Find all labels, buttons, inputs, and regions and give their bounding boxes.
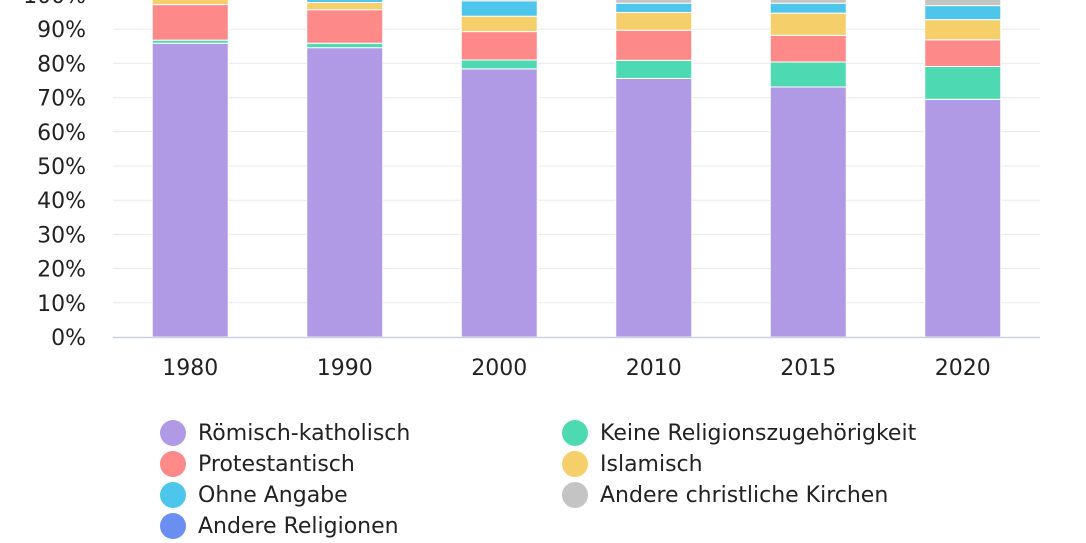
bar-segment <box>924 0 1002 7</box>
bar-segment <box>769 61 847 88</box>
bar-segment <box>460 0 538 17</box>
bar-segment <box>306 42 384 49</box>
bar-segment <box>306 9 384 44</box>
bar-segment <box>769 0 847 4</box>
bar-segment <box>615 2 693 13</box>
bar-segment <box>615 11 693 31</box>
bar-segment <box>924 5 1002 21</box>
y-tick-label: 80% <box>37 52 86 77</box>
x-tick-label: 2020 <box>935 356 991 381</box>
bar-segment <box>306 2 384 11</box>
bar-segment <box>615 0 693 4</box>
legend-item-islamisch: Islamisch <box>562 449 703 479</box>
bar-segment <box>924 65 1002 100</box>
bar-stack-2010 <box>615 0 693 338</box>
x-axis-tick-labels: 1980 1990 2000 2010 2015 2020 <box>162 356 991 381</box>
bar-segment <box>924 39 1002 67</box>
y-tick-label: 90% <box>37 18 86 43</box>
bar-segment <box>615 29 693 61</box>
bar-segment <box>615 59 693 79</box>
legend-item-protestantisch: Protestantisch <box>160 449 355 479</box>
legend-item-andere-christliche-kirchen: Andere christliche Kirchen <box>562 480 888 510</box>
bar-segment <box>151 0 229 6</box>
legend-label: Andere christliche Kirchen <box>600 482 889 508</box>
legend-label: Ohne Angabe <box>198 482 348 508</box>
legend-label: Islamisch <box>600 451 703 477</box>
y-tick-label: 100% <box>23 0 86 9</box>
legend-item-andere-religionen: Andere Religionen <box>160 511 399 541</box>
legend-swatch <box>160 451 186 477</box>
bar-segment <box>769 2 847 14</box>
stacked-bar-chart: 0%10%20%30%40%50%60%70%80%90%100% 198019… <box>23 0 1040 381</box>
grid-lines <box>113 28 1040 304</box>
bar-segment <box>924 19 1002 41</box>
x-tick-label: 2000 <box>471 356 527 381</box>
x-tick-label: 2010 <box>626 356 682 381</box>
y-tick-label: 40% <box>37 189 86 214</box>
bar-stacks <box>151 0 1002 338</box>
bar-stack-1980 <box>151 0 229 338</box>
bar-segment <box>306 0 384 4</box>
y-tick-label: 60% <box>37 121 86 146</box>
bar-segment <box>769 86 847 338</box>
bar-stack-2000 <box>460 0 538 338</box>
bar-stack-2015 <box>769 0 847 338</box>
legend-item-roemisch-katholisch: Römisch-katholisch <box>160 418 410 448</box>
y-tick-label: 50% <box>37 155 86 180</box>
legend-label: Andere Religionen <box>198 513 399 539</box>
bar-stack-1990 <box>306 0 384 338</box>
bar-segment <box>151 42 229 338</box>
legend-item-ohne-angabe: Ohne Angabe <box>160 480 348 510</box>
bar-segment <box>151 4 229 41</box>
bar-segment <box>306 47 384 338</box>
legend-swatch <box>562 420 588 446</box>
bar-segment <box>460 68 538 338</box>
legend-swatch <box>562 482 588 508</box>
bar-segment <box>615 77 693 338</box>
legend-swatch <box>160 482 186 508</box>
bar-segment <box>924 98 1002 338</box>
bar-stack-2020 <box>924 0 1002 338</box>
x-tick-label: 1980 <box>162 356 218 381</box>
bar-segment <box>769 34 847 63</box>
y-tick-label: 20% <box>37 258 86 283</box>
bar-segment <box>460 31 538 61</box>
y-tick-label: 0% <box>51 326 86 351</box>
y-tick-label: 30% <box>37 223 86 248</box>
legend-label: Keine Religionszugehörigkeit <box>600 420 917 446</box>
y-tick-label: 70% <box>37 87 86 112</box>
legend-label: Römisch-katholisch <box>198 420 411 446</box>
bar-segment <box>460 0 538 2</box>
legend-label: Protestantisch <box>198 451 355 477</box>
legend-swatch <box>160 420 186 446</box>
x-tick-label: 1990 <box>317 356 373 381</box>
bar-segment <box>769 12 847 36</box>
legend-item-keine-religionszugehoerigkeit: Keine Religionszugehörigkeit <box>562 418 916 448</box>
x-tick-label: 2015 <box>780 356 836 381</box>
y-axis-tick-labels: 0% 10% 20% 30% 40% 50% 60% 70% 80% 90% 100% <box>23 0 86 351</box>
y-tick-label: 10% <box>37 292 86 317</box>
bar-segment <box>460 59 538 70</box>
legend-swatch <box>562 451 588 477</box>
legend-swatch <box>160 513 186 539</box>
bar-segment <box>460 15 538 33</box>
